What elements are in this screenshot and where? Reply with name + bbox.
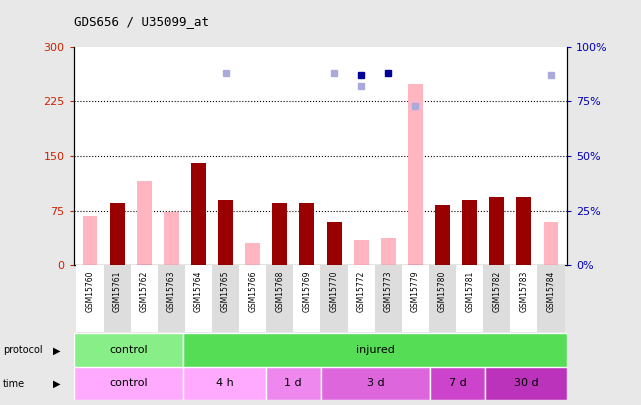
Bar [435,205,450,265]
Text: GSM15781: GSM15781 [465,271,474,312]
Bar [485,367,567,400]
Bar [537,265,565,332]
Bar [266,47,294,265]
Bar [347,47,375,265]
Bar [164,212,179,265]
Text: GSM15768: GSM15768 [276,271,285,312]
Text: protocol: protocol [3,345,43,355]
Bar [83,216,97,265]
Bar [272,203,287,265]
Text: GSM15760: GSM15760 [85,271,94,312]
Text: GSM15764: GSM15764 [194,271,203,312]
Bar [294,47,320,265]
Bar [537,47,565,265]
Bar [110,203,124,265]
Bar [510,265,537,332]
Bar [158,47,185,265]
Bar [266,265,294,332]
Text: GSM15770: GSM15770 [329,271,338,312]
Text: GSM15784: GSM15784 [547,271,556,312]
Bar [456,47,483,265]
Bar [191,163,206,265]
Bar [375,265,402,332]
Bar [483,47,510,265]
Text: GSM15766: GSM15766 [248,271,257,312]
Text: GDS656 / U35099_at: GDS656 / U35099_at [74,15,209,28]
Bar [158,265,185,332]
Bar [74,367,183,400]
Bar [104,265,131,332]
Bar [483,265,510,332]
Text: 1 d: 1 d [284,378,302,388]
Bar [218,200,233,265]
Text: 30 d: 30 d [514,378,538,388]
Bar [74,333,183,367]
Bar [320,265,347,332]
Bar [544,222,558,265]
Bar [402,47,429,265]
Bar [239,47,266,265]
Bar [408,85,423,265]
Text: injured: injured [356,345,395,355]
Bar [320,367,430,400]
Text: GSM15765: GSM15765 [221,271,230,312]
Bar [462,200,477,265]
Text: GSM15773: GSM15773 [384,271,393,312]
Bar [212,265,239,332]
Text: GSM15772: GSM15772 [356,271,365,312]
Bar [429,47,456,265]
Bar [76,265,104,332]
Bar [381,238,395,265]
Text: 7 d: 7 d [449,378,467,388]
Text: GSM15780: GSM15780 [438,271,447,312]
Bar [183,333,567,367]
Text: ▶: ▶ [53,345,60,355]
Bar [375,47,402,265]
Bar [517,198,531,265]
Bar [489,198,504,265]
Bar [131,47,158,265]
Bar [347,265,375,332]
Text: time: time [3,379,26,388]
Bar [456,265,483,332]
Bar [429,265,456,332]
Bar [183,367,265,400]
Bar [239,265,266,332]
Bar [354,240,369,265]
Bar [299,203,314,265]
Text: GSM15763: GSM15763 [167,271,176,312]
Bar [246,243,260,265]
Bar [265,367,320,400]
Text: GSM15783: GSM15783 [519,271,528,312]
Text: GSM15761: GSM15761 [113,271,122,312]
Bar [294,265,320,332]
Text: GSM15779: GSM15779 [411,271,420,312]
Bar [320,47,347,265]
Bar [327,222,342,265]
Bar [510,47,537,265]
Bar [402,265,429,332]
Text: GSM15762: GSM15762 [140,271,149,312]
Bar [76,47,104,265]
Text: 4 h: 4 h [215,378,233,388]
Text: GSM15769: GSM15769 [303,271,312,312]
Bar [212,47,239,265]
Text: control: control [109,378,148,388]
Bar [185,47,212,265]
Bar [430,367,485,400]
Text: GSM15782: GSM15782 [492,271,501,312]
Text: ▶: ▶ [53,379,60,388]
Text: 3 d: 3 d [367,378,384,388]
Bar [137,181,152,265]
Bar [104,47,131,265]
Text: control: control [109,345,148,355]
Bar [131,265,158,332]
Bar [185,265,212,332]
